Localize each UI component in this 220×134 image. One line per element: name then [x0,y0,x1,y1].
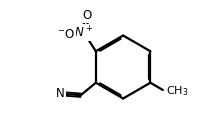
Text: O: O [83,9,92,22]
Text: N: N [56,87,65,100]
Text: CH$_3$: CH$_3$ [166,84,189,98]
Text: $N^+$: $N^+$ [74,25,94,40]
Text: $^{-}$O: $^{-}$O [57,28,75,41]
